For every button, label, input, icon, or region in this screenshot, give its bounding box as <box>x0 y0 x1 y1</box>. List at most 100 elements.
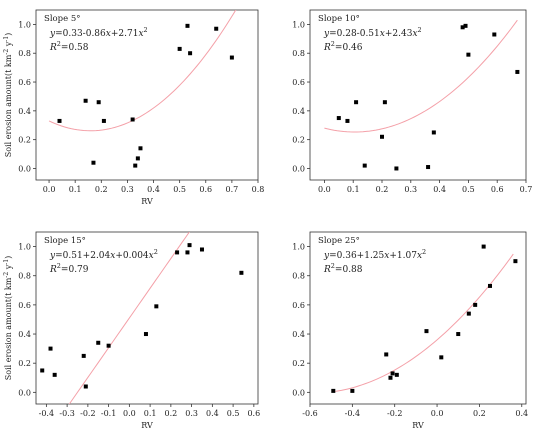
data-point <box>91 160 96 165</box>
data-point <box>362 163 367 168</box>
y-axis-label: Soil erosion amount(t km-2 y-1) <box>3 256 13 380</box>
data-point <box>354 100 359 105</box>
y-tick-label: 0.2 <box>18 136 31 145</box>
y-tick-label: 0.8 <box>292 272 305 281</box>
x-tick-label: 0.7 <box>226 185 239 194</box>
r-squared: R2=0.46 <box>323 40 363 53</box>
x-axis-label: RV <box>141 421 153 430</box>
data-point <box>439 355 444 360</box>
data-point <box>175 250 180 255</box>
y-axis-label: Soil erosion amount(t km-2 y-1) <box>3 33 13 157</box>
data-point <box>135 156 140 161</box>
x-tick-label: 0.6 <box>247 409 260 418</box>
y-tick-label: 0.4 <box>18 107 31 116</box>
data-point <box>133 163 138 168</box>
data-point <box>466 52 471 57</box>
y-tick-label: 1.0 <box>18 20 31 29</box>
x-tick-label: 0.4 <box>206 409 219 418</box>
panel-title: Slope 25° <box>318 236 360 246</box>
x-tick-label: 0.2 <box>473 409 486 418</box>
data-point <box>473 302 478 307</box>
y-tick-label: 0.0 <box>292 388 305 397</box>
y-tick-label: 0.0 <box>292 164 305 173</box>
y-tick-label: 1.0 <box>292 243 305 252</box>
x-tick-label: 0.0 <box>318 185 331 194</box>
data-point <box>40 368 45 373</box>
data-point <box>188 51 193 56</box>
data-point <box>130 117 135 122</box>
fit-equation: y=0.36+1.25x+1.07x2 <box>323 248 426 261</box>
x-tick-label: 0.0 <box>123 409 136 418</box>
x-tick-label: -0.4 <box>39 409 54 418</box>
x-axis-label: RV <box>141 197 153 206</box>
data-point <box>101 118 106 123</box>
fit-equation: y=0.51+2.04x+0.004x2 <box>49 248 158 261</box>
data-point <box>331 388 336 393</box>
x-tick-label: 0.2 <box>164 409 177 418</box>
data-point <box>81 353 86 358</box>
x-tick-label: 0.3 <box>404 185 417 194</box>
y-tick-label: 1.0 <box>292 20 305 29</box>
fit-curve <box>68 232 190 404</box>
data-point <box>492 32 497 37</box>
x-tick-label: 0.0 <box>43 185 56 194</box>
panel-title: Slope 15° <box>44 236 86 246</box>
data-point <box>515 69 520 74</box>
x-tick-label: 0.7 <box>520 185 533 194</box>
data-point <box>48 346 53 351</box>
y-tick-label: 0.0 <box>18 388 31 397</box>
x-tick-label: 0.4 <box>433 185 446 194</box>
plot-frame <box>309 231 527 405</box>
y-tick-label: 0.6 <box>292 78 305 87</box>
data-point <box>388 375 393 380</box>
chart-panel-2: 0.0 0.1 0.2 0.3 0.4 0.5 0.6 0.7 0.0 0.2 0.4 0.6 0.8 1… <box>292 9 533 194</box>
y-tick-label: 0.2 <box>292 136 305 145</box>
data-point <box>83 384 88 389</box>
data-point <box>229 55 234 60</box>
y-tick-label: 0.6 <box>292 301 305 310</box>
chart-panel-3: -0.4 -0.3 -0.2 -0.1 0.0 0.1 0.2 0.3 0.4 0.5 0.6 0.0… <box>3 231 260 430</box>
data-point <box>456 332 461 337</box>
r-squared: R2=0.58 <box>49 40 89 53</box>
panel-title: Slope 5° <box>44 14 81 24</box>
x-tick-label: 0.1 <box>69 185 82 194</box>
y-tick-label: 0.6 <box>18 301 31 310</box>
fit-equation: y=0.28-0.51x+2.43x2 <box>323 26 422 39</box>
x-tick-label: 0.1 <box>144 409 157 418</box>
x-tick-label: 0.6 <box>199 185 212 194</box>
fit-curve <box>324 19 518 133</box>
chart-panel-4: -0.6 -0.4 -0.2 0.0 0.2 0.4 0.0 0.2 0.4 0.6 0.8 1.0 R… <box>292 231 528 430</box>
x-tick-label: 0.8 <box>252 185 265 194</box>
data-point <box>513 259 518 264</box>
data-point <box>187 243 192 248</box>
data-point <box>460 25 465 30</box>
data-point <box>336 116 341 121</box>
data-point <box>394 372 399 377</box>
y-tick-label: 0.2 <box>292 359 305 368</box>
data-point <box>463 23 468 28</box>
y-tick-label: 0.0 <box>18 164 31 173</box>
data-point <box>488 283 492 288</box>
y-tick-label: 0.8 <box>18 272 31 281</box>
data-point <box>239 270 244 275</box>
y-tick-label: 0.4 <box>292 330 305 339</box>
data-point <box>384 352 389 357</box>
y-tick-label: 0.4 <box>18 330 31 339</box>
x-tick-label: -0.2 <box>80 409 95 418</box>
data-point <box>154 304 159 309</box>
x-tick-label: 0.5 <box>173 185 186 194</box>
data-point <box>481 244 486 249</box>
r-squared: R2=0.88 <box>323 262 363 275</box>
data-point <box>424 329 429 334</box>
x-tick-label: 0.5 <box>462 185 475 194</box>
data-point <box>106 343 111 348</box>
fit-equation: y=0.33-0.86x+2.71x2 <box>49 26 148 39</box>
x-tick-label: 0.1 <box>347 185 360 194</box>
data-point <box>199 247 204 252</box>
data-point <box>57 118 62 123</box>
data-point <box>380 134 384 139</box>
panel-title: Slope 10° <box>318 14 360 24</box>
data-point <box>52 372 57 377</box>
